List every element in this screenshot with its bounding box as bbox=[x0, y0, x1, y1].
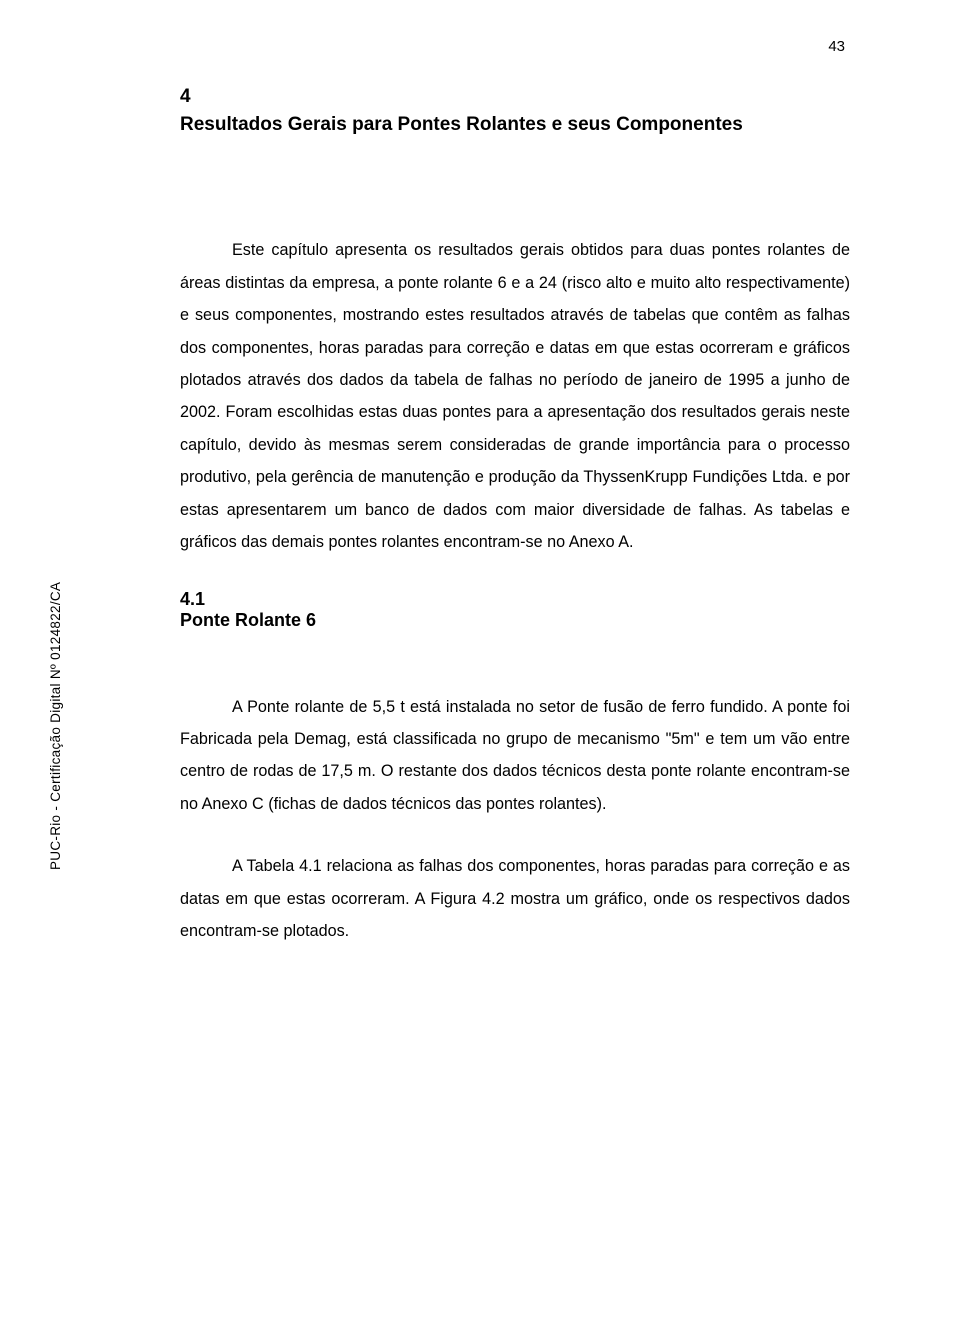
chapter-number: 4 bbox=[180, 86, 850, 108]
page-number: 43 bbox=[828, 38, 845, 55]
body-paragraph-2: A Ponte rolante de 5,5 t está instalada … bbox=[180, 691, 850, 821]
section-number: 4.1 bbox=[180, 589, 850, 610]
section-title: Ponte Rolante 6 bbox=[180, 610, 850, 631]
vertical-watermark: PUC-Rio - Certificação Digital Nº 012482… bbox=[48, 582, 63, 870]
chapter-title: Resultados Gerais para Pontes Rolantes e… bbox=[180, 110, 850, 139]
body-paragraph-1: Este capítulo apresenta os resultados ge… bbox=[180, 234, 850, 558]
document-page: 43 4 Resultados Gerais para Pontes Rolan… bbox=[0, 0, 960, 1326]
body-paragraph-3: A Tabela 4.1 relaciona as falhas dos com… bbox=[180, 850, 850, 947]
